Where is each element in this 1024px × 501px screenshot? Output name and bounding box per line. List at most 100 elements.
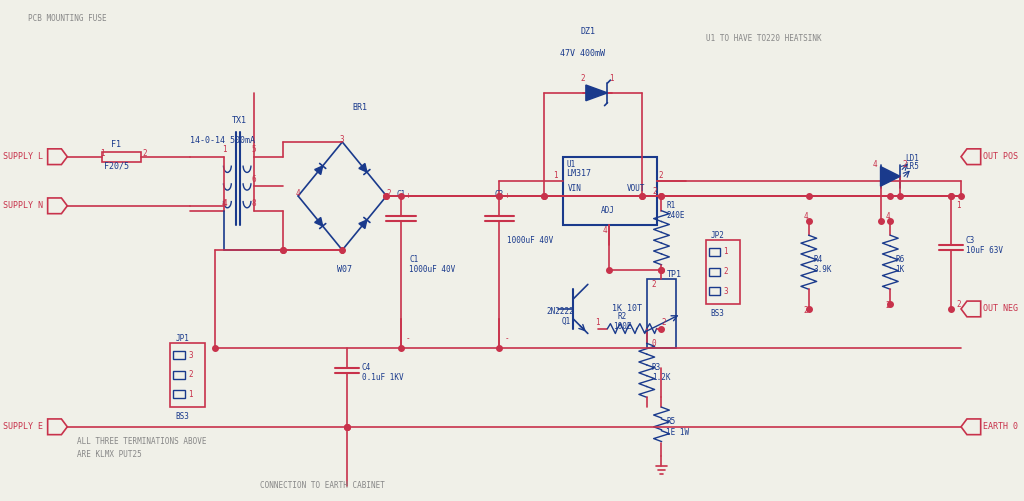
Bar	[709, 288, 721, 295]
Text: 1: 1	[222, 145, 227, 154]
Text: PCB MOUNTING FUSE: PCB MOUNTING FUSE	[28, 15, 106, 23]
Text: 4: 4	[295, 188, 300, 197]
Text: 1K 10T: 1K 10T	[612, 305, 642, 314]
Bar	[173, 371, 185, 379]
Text: 4: 4	[804, 212, 809, 221]
Text: JP2: JP2	[711, 231, 724, 240]
Text: U1: U1	[566, 160, 575, 169]
Text: 100E: 100E	[613, 322, 632, 331]
Text: +: +	[407, 191, 411, 200]
Text: -: -	[407, 334, 411, 343]
Text: 3: 3	[339, 135, 344, 143]
Text: BS3: BS3	[711, 309, 724, 318]
Text: U1 TO HAVE TO220 HEATSINK: U1 TO HAVE TO220 HEATSINK	[706, 35, 821, 44]
Text: LM317: LM317	[566, 169, 591, 178]
Text: 2: 2	[658, 171, 664, 180]
Text: LR5: LR5	[905, 162, 919, 171]
Bar	[563, 157, 656, 225]
Text: 2: 2	[662, 318, 667, 327]
Polygon shape	[314, 166, 323, 174]
Text: 2: 2	[580, 74, 585, 83]
Bar	[647, 280, 676, 348]
Text: 1: 1	[723, 247, 728, 257]
Text: C1: C1	[409, 256, 419, 265]
Text: DZ1: DZ1	[581, 28, 595, 37]
Polygon shape	[314, 217, 323, 226]
Text: 1: 1	[956, 201, 961, 210]
Text: OUT POS: OUT POS	[983, 152, 1018, 161]
Bar	[173, 351, 185, 359]
Text: 1: 1	[595, 318, 599, 327]
Text: ADJ: ADJ	[601, 206, 614, 215]
Text: R4: R4	[814, 256, 823, 265]
Text: 2: 2	[956, 300, 961, 309]
Text: W07: W07	[337, 265, 352, 274]
Text: 2: 2	[651, 280, 656, 289]
Text: 14-0-14 500mA: 14-0-14 500mA	[190, 135, 255, 144]
Text: OUT NEG: OUT NEG	[983, 305, 1018, 314]
Text: R2: R2	[617, 312, 627, 321]
Text: R3: R3	[651, 363, 660, 372]
Text: CONNECTION TO EARTH CABINET: CONNECTION TO EARTH CABINET	[260, 481, 385, 490]
Text: 2: 2	[386, 188, 391, 197]
Text: 1E 1W: 1E 1W	[667, 428, 689, 437]
Text: R1: R1	[667, 201, 676, 210]
Text: 1000uF 40V: 1000uF 40V	[409, 265, 456, 274]
Text: 8: 8	[252, 199, 257, 208]
Text: 2: 2	[143, 149, 147, 158]
Bar	[709, 268, 721, 276]
Text: +: +	[505, 191, 509, 200]
Text: 1: 1	[339, 247, 344, 257]
Text: LD1: LD1	[905, 154, 919, 163]
Bar	[101, 152, 141, 162]
Text: EARTH 0: EARTH 0	[983, 422, 1018, 431]
Text: VIN: VIN	[568, 184, 582, 192]
Text: SUPPLY L: SUPPLY L	[3, 152, 43, 161]
Text: 4: 4	[221, 199, 226, 208]
Text: SUPPLY E: SUPPLY E	[3, 422, 43, 431]
Text: 4: 4	[222, 199, 227, 208]
Text: -: -	[505, 334, 509, 343]
Text: 6: 6	[252, 175, 257, 184]
Text: TX1: TX1	[231, 116, 247, 125]
Text: F1: F1	[112, 140, 122, 149]
Text: Q1: Q1	[561, 317, 570, 326]
Polygon shape	[358, 220, 367, 228]
Bar	[709, 248, 721, 256]
Text: C3: C3	[966, 235, 975, 244]
Polygon shape	[881, 166, 900, 186]
Text: 1000uF 40V: 1000uF 40V	[507, 235, 554, 244]
Text: 5: 5	[252, 145, 257, 154]
Text: 1: 1	[609, 74, 614, 83]
Text: 0: 0	[651, 339, 656, 348]
Text: 3.9K: 3.9K	[814, 265, 833, 274]
Text: 4: 4	[886, 212, 890, 221]
Text: TP1: TP1	[667, 270, 681, 279]
Text: 2: 2	[188, 370, 193, 379]
Text: 2: 2	[804, 307, 809, 316]
Text: ARE KLMX PUT25: ARE KLMX PUT25	[77, 450, 142, 459]
Text: BR1: BR1	[352, 103, 368, 112]
Text: ALL THREE TERMINATIONS ABOVE: ALL THREE TERMINATIONS ABOVE	[77, 437, 207, 446]
Text: C2: C2	[495, 189, 504, 198]
Text: 4: 4	[602, 226, 607, 235]
Text: 1: 1	[188, 390, 193, 399]
Text: 1: 1	[553, 171, 558, 180]
Text: BS3: BS3	[175, 412, 189, 421]
Text: R6: R6	[895, 256, 904, 265]
Text: 2: 2	[902, 160, 906, 169]
Text: 47V 400mW: 47V 400mW	[560, 49, 605, 58]
Text: F20/5: F20/5	[103, 161, 129, 170]
Bar	[170, 343, 205, 407]
Text: 2: 2	[723, 267, 728, 276]
Text: R5: R5	[667, 417, 676, 426]
Text: 2: 2	[652, 186, 656, 195]
Text: 2: 2	[886, 302, 890, 311]
Text: 0.1uF 1KV: 0.1uF 1KV	[361, 373, 403, 382]
Text: C4: C4	[361, 363, 371, 372]
Text: 4: 4	[872, 160, 878, 169]
Text: C1: C1	[396, 189, 406, 198]
Text: 1.2K: 1.2K	[651, 373, 670, 382]
Text: 2N2222: 2N2222	[547, 308, 574, 317]
Text: VOUT: VOUT	[627, 184, 645, 192]
